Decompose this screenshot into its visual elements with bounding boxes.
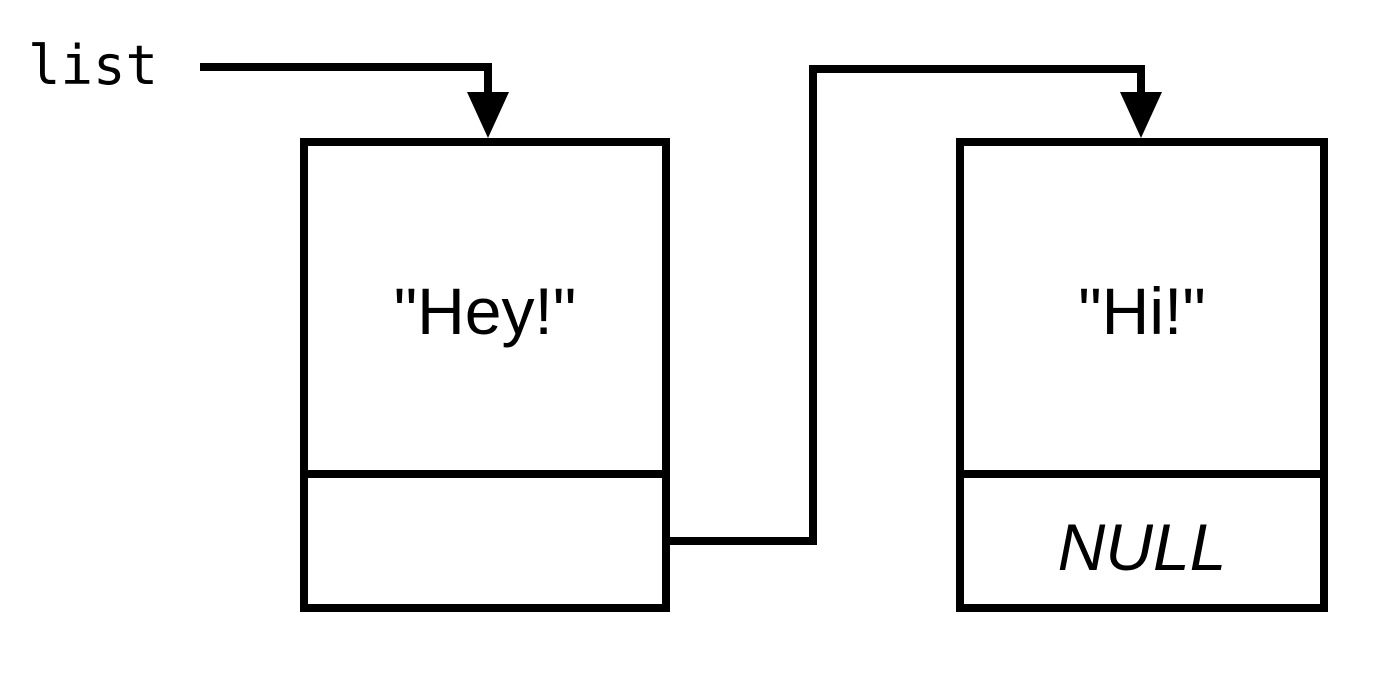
arrowhead-icon	[1120, 92, 1162, 138]
node-2-value: "Hi!"	[1078, 274, 1206, 348]
node-2: "Hi!" NULL	[956, 138, 1328, 612]
node-2-next: NULL	[1058, 510, 1227, 584]
node-1: "Hey!"	[300, 138, 670, 612]
node-1-box	[300, 138, 670, 612]
list-pointer-arrow	[200, 63, 509, 138]
list-pointer-label: list	[28, 34, 158, 97]
node-2-box	[956, 138, 1328, 612]
next-pointer-arrow	[670, 65, 1162, 545]
node-1-value: "Hey!"	[394, 274, 577, 348]
arrowhead-icon	[467, 92, 509, 138]
